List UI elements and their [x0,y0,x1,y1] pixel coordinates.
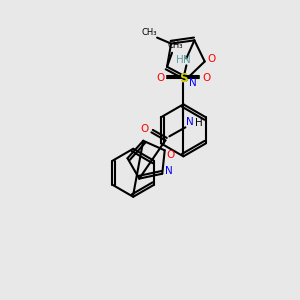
Text: O: O [156,73,164,83]
Text: O: O [167,150,175,160]
Text: CH₃: CH₃ [141,28,157,37]
Text: N: N [185,117,193,127]
Text: H: H [194,118,202,128]
Text: N: N [182,55,190,65]
Text: O: O [202,73,211,83]
Text: O: O [208,55,216,64]
Text: S: S [179,72,188,85]
Text: N: N [165,166,173,176]
Text: N: N [189,78,197,88]
Text: H: H [176,55,183,65]
Text: O: O [140,124,148,134]
Text: CH₃: CH₃ [167,41,183,50]
